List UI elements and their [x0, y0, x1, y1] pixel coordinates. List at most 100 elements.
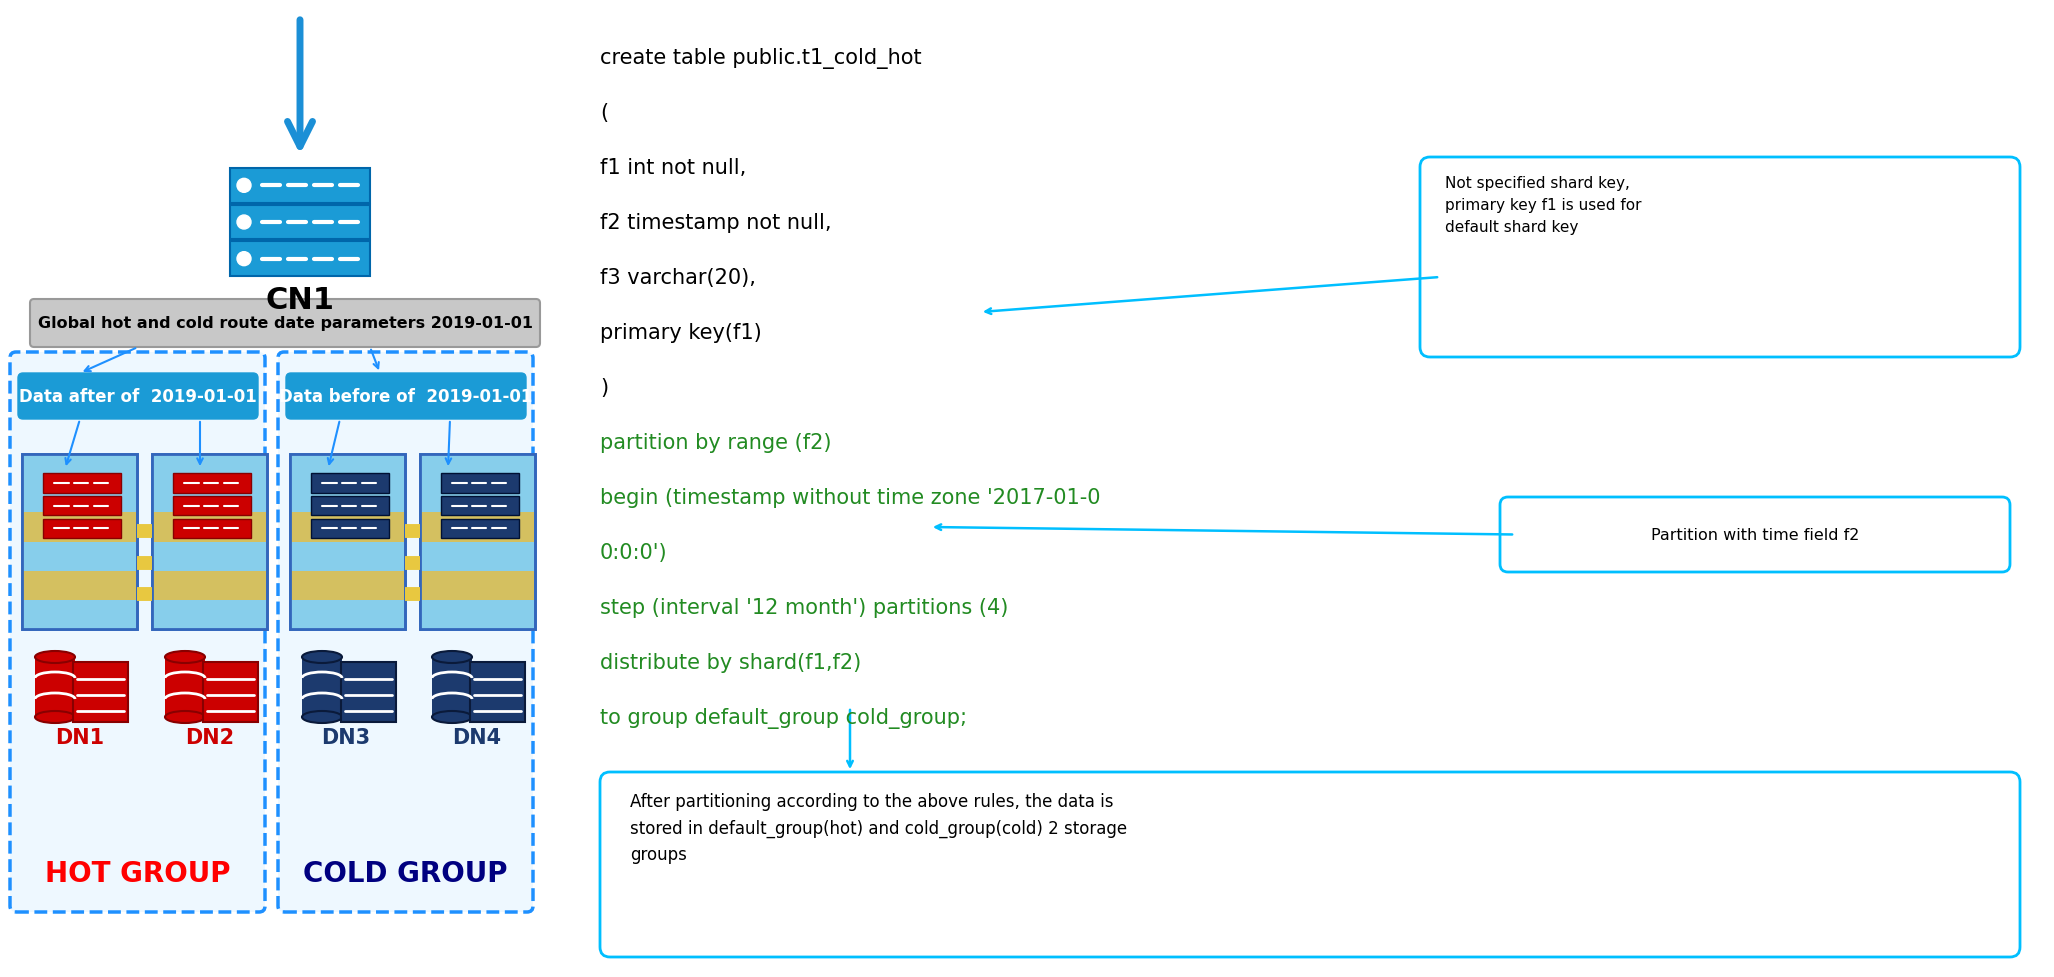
Text: partition by range (f2): partition by range (f2) [600, 433, 832, 452]
FancyBboxPatch shape [31, 300, 540, 348]
Bar [419, 454, 534, 629]
Bar [152, 542, 267, 572]
Bar [43, 519, 121, 538]
Bar [23, 454, 136, 484]
Ellipse shape [164, 711, 205, 723]
Text: DN3: DN3 [320, 727, 370, 747]
Bar [421, 572, 534, 600]
Bar [230, 242, 370, 276]
Bar [421, 513, 534, 542]
Text: 0:0:0'): 0:0:0') [600, 542, 668, 563]
Bar [23, 454, 138, 629]
Text: Partition with time field f2: Partition with time field f2 [1651, 528, 1859, 542]
Ellipse shape [431, 652, 472, 663]
Text: f2 timestamp not null,: f2 timestamp not null, [600, 213, 832, 233]
Bar [43, 496, 121, 516]
Bar [290, 454, 405, 629]
Bar [421, 542, 534, 572]
FancyBboxPatch shape [18, 373, 259, 419]
Bar [23, 542, 136, 572]
Bar [292, 454, 405, 484]
Bar [442, 496, 520, 516]
Bar [442, 519, 520, 538]
Text: DN1: DN1 [55, 727, 105, 747]
Bar [421, 454, 534, 484]
Ellipse shape [35, 711, 76, 723]
Bar [173, 519, 251, 538]
Text: create table public.t1_cold_hot: create table public.t1_cold_hot [600, 48, 922, 69]
Bar [431, 658, 472, 717]
Ellipse shape [302, 711, 343, 723]
Bar [43, 474, 121, 493]
Bar [421, 484, 534, 513]
Bar [310, 474, 388, 493]
Bar [292, 572, 405, 600]
Bar [152, 454, 267, 629]
Circle shape [236, 179, 251, 193]
FancyBboxPatch shape [286, 373, 526, 419]
Bar [152, 454, 267, 629]
Text: CN1: CN1 [265, 285, 335, 315]
Bar [164, 658, 205, 717]
FancyBboxPatch shape [600, 772, 2019, 957]
Bar [292, 542, 405, 572]
Bar [290, 454, 405, 629]
Text: DN2: DN2 [185, 727, 234, 747]
FancyBboxPatch shape [10, 353, 265, 913]
Bar [292, 513, 405, 542]
FancyBboxPatch shape [1419, 158, 2019, 358]
Text: Global hot and cold route date parameters 2019-01-01: Global hot and cold route date parameter… [37, 317, 532, 331]
Text: distribute by shard(f1,f2): distribute by shard(f1,f2) [600, 653, 861, 672]
Bar [292, 484, 405, 513]
Bar [292, 600, 405, 629]
Bar [230, 169, 370, 203]
Ellipse shape [302, 652, 343, 663]
Bar [173, 474, 251, 493]
Text: to group default_group cold_group;: to group default_group cold_group; [600, 707, 967, 728]
Bar [302, 658, 343, 717]
Bar [152, 572, 267, 600]
Ellipse shape [35, 652, 76, 663]
Ellipse shape [431, 711, 472, 723]
Bar [310, 496, 388, 516]
Bar [470, 662, 524, 722]
FancyBboxPatch shape [277, 353, 532, 913]
Bar [203, 662, 257, 722]
Text: ): ) [600, 378, 608, 398]
Bar [35, 658, 76, 717]
Text: Not specified shard key,
primary key f1 is used for
default shard key: Not specified shard key, primary key f1 … [1446, 176, 1641, 235]
Text: COLD GROUP: COLD GROUP [304, 859, 507, 887]
Text: Data before of  2019-01-01: Data before of 2019-01-01 [279, 388, 532, 405]
Text: (: ( [600, 103, 608, 123]
Ellipse shape [164, 652, 205, 663]
Text: step (interval '12 month') partitions (4): step (interval '12 month') partitions (4… [600, 597, 1009, 617]
Bar [152, 454, 267, 484]
Circle shape [236, 216, 251, 230]
Text: begin (timestamp without time zone '2017-01-0: begin (timestamp without time zone '2017… [600, 488, 1101, 507]
Bar [230, 205, 370, 240]
Text: After partitioning according to the above rules, the data is
stored in default_g: After partitioning according to the abov… [631, 792, 1128, 864]
Circle shape [236, 252, 251, 267]
Text: primary key(f1): primary key(f1) [600, 322, 762, 343]
Bar [23, 484, 136, 513]
Text: Data after of  2019-01-01: Data after of 2019-01-01 [18, 388, 257, 405]
Bar [341, 662, 396, 722]
Bar [23, 572, 136, 600]
Bar [23, 600, 136, 629]
Bar [23, 454, 138, 629]
Bar [442, 474, 520, 493]
Bar [152, 513, 267, 542]
Bar [173, 496, 251, 516]
Text: HOT GROUP: HOT GROUP [45, 859, 230, 887]
FancyBboxPatch shape [1499, 497, 2011, 573]
Bar [419, 454, 534, 629]
Bar [152, 484, 267, 513]
Text: DN4: DN4 [452, 727, 501, 747]
Text: f3 varchar(20),: f3 varchar(20), [600, 268, 756, 287]
Bar [23, 513, 136, 542]
Text: f1 int not null,: f1 int not null, [600, 158, 746, 178]
Bar [152, 600, 267, 629]
Bar [72, 662, 127, 722]
Bar [310, 519, 388, 538]
Bar [421, 600, 534, 629]
